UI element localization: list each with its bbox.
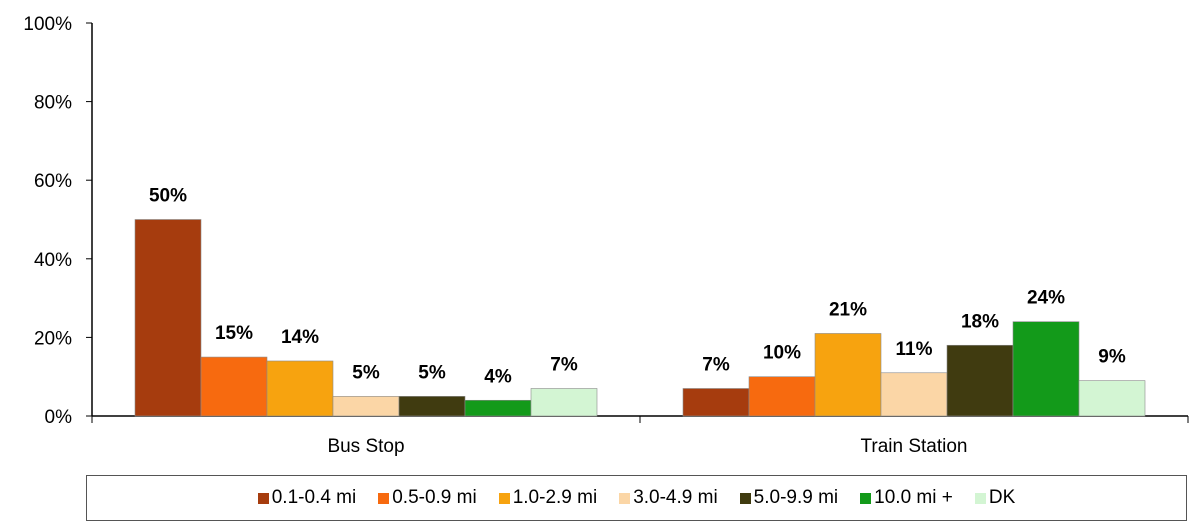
data-label: 5% — [352, 362, 380, 383]
legend-item: 1.0-2.9 mi — [498, 487, 598, 509]
legend-label: DK — [988, 487, 1016, 508]
y-tick-label: 20% — [34, 328, 72, 349]
data-label: 4% — [484, 366, 512, 387]
y-tick-label: 100% — [23, 14, 72, 35]
bar — [1078, 380, 1146, 417]
legend-item: 5.0-9.9 mi — [739, 487, 839, 509]
legend-label: 0.1-0.4 mi — [271, 487, 357, 508]
bar — [814, 333, 882, 417]
y-tick-label: 80% — [34, 93, 72, 114]
legend-label: 0.5-0.9 mi — [392, 487, 477, 508]
y-tick-label: 40% — [34, 250, 72, 271]
data-label: 5% — [418, 362, 446, 383]
bar — [134, 219, 202, 417]
data-label: 15% — [215, 323, 253, 344]
bar — [748, 376, 816, 417]
legend: 0.1-0.4 mi 0.5-0.9 mi 1.0-2.9 mi 3.0-4.9 mi… — [86, 475, 1187, 521]
bar — [398, 396, 466, 417]
bar — [266, 360, 334, 417]
legend-swatch — [498, 492, 510, 504]
legend-item: DK — [974, 487, 1016, 509]
y-tick-label: 60% — [34, 171, 72, 192]
legend-swatch — [860, 492, 872, 504]
bar — [682, 388, 750, 417]
data-label: 11% — [896, 339, 933, 360]
legend-item: 0.5-0.9 mi — [378, 487, 477, 509]
legend-swatch — [619, 492, 631, 504]
data-label: 9% — [1098, 347, 1126, 368]
bar — [464, 399, 532, 417]
bar — [200, 356, 268, 417]
legend-swatch — [378, 492, 390, 504]
bar — [880, 372, 948, 417]
x-axis: Bus Stop Train Station — [91, 415, 1189, 457]
data-labels: 50% 15% 14% 5% 5% 4% 7% 7% 10% 21% 11% 18% 24% 9% — [149, 186, 1126, 388]
legend-item: 3.0-4.9 mi — [619, 487, 718, 509]
legend-label: 1.0-2.9 mi — [512, 487, 598, 508]
legend-item: 10.0 mi + — [860, 487, 953, 509]
data-label: 14% — [281, 327, 319, 348]
legend-label: 3.0-4.9 mi — [633, 487, 718, 508]
bar — [1012, 321, 1080, 417]
bar — [530, 388, 598, 417]
data-label: 10% — [763, 343, 801, 364]
bar — [332, 396, 400, 417]
data-label: 21% — [829, 299, 867, 320]
legend-label: 10.0 mi + — [874, 487, 953, 508]
data-label: 50% — [149, 186, 187, 207]
bar-chart: 0% 20% 40% 60% 80% 100% Bus Stop Train Station… — [23, 14, 1189, 457]
legend-swatch — [739, 492, 751, 504]
bar — [946, 344, 1014, 417]
legend-label: 5.0-9.9 mi — [753, 487, 839, 508]
bars — [134, 219, 1146, 417]
legend-swatch — [974, 492, 986, 504]
y-axis: 0% 20% 40% 60% 80% 100% — [23, 14, 93, 428]
y-tick-label: 0% — [45, 407, 73, 428]
legend-swatch — [257, 492, 269, 504]
data-label: 7% — [702, 354, 730, 375]
x-category-label: Bus Stop — [327, 436, 404, 457]
legend-item: 0.1-0.4 mi — [257, 487, 357, 509]
data-label: 18% — [961, 311, 999, 332]
x-category-label: Train Station — [860, 436, 967, 457]
data-label: 24% — [1027, 288, 1065, 309]
data-label: 7% — [550, 354, 578, 375]
